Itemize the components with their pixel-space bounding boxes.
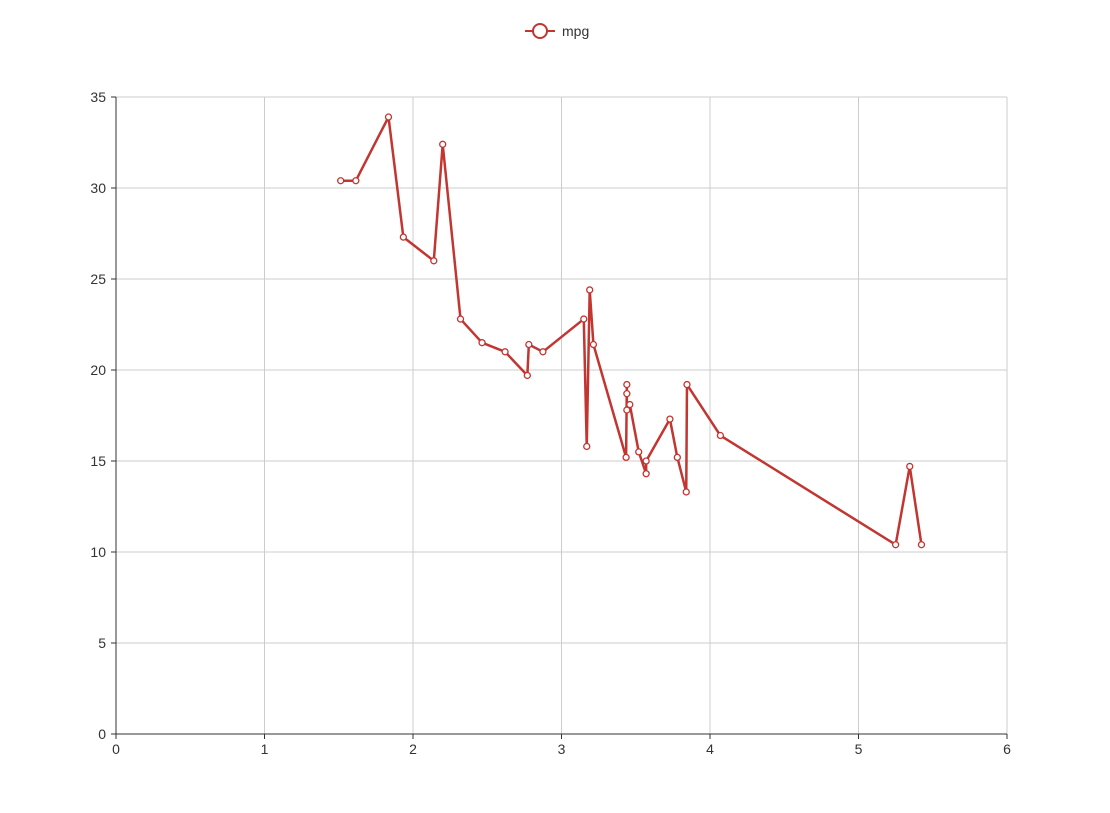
y-tick-label: 30	[90, 180, 106, 196]
data-point-mpg	[399, 233, 407, 241]
data-point-mpg	[635, 448, 643, 456]
y-tick-label: 15	[90, 453, 106, 469]
x-tick-label: 6	[1003, 741, 1011, 757]
series-markers	[337, 113, 926, 549]
x-tick-label: 3	[558, 741, 566, 757]
grid-lines	[116, 96, 1008, 734]
axes: 0 1 2 3 4 5 6 0 5 10 15 20 25 30 35	[90, 89, 1011, 757]
data-point-mpg	[683, 380, 691, 389]
data-point-mpg	[539, 348, 547, 356]
data-point-mpg	[673, 453, 681, 462]
legend-label-mpg[interactable]: mpg	[562, 23, 589, 39]
data-point-mpg	[439, 140, 447, 148]
y-tick-label: 0	[98, 726, 106, 742]
data-point-mpg	[666, 415, 674, 423]
data-point-mpg	[716, 431, 725, 440]
data-point-mpg	[478, 339, 486, 347]
data-point-mpg	[906, 462, 914, 471]
y-tick-label: 35	[90, 89, 106, 105]
data-point-mpg	[384, 113, 393, 121]
y-tick-label: 10	[90, 544, 106, 560]
data-point-mpg	[917, 541, 926, 549]
data-point-mpg	[580, 315, 588, 323]
x-tick-label: 4	[706, 741, 714, 757]
data-point-mpg	[642, 457, 650, 465]
data-point-mpg	[622, 453, 630, 462]
data-point-mpg	[430, 257, 438, 265]
data-point-mpg	[337, 177, 345, 185]
data-point-mpg	[583, 442, 591, 451]
data-point-mpg	[626, 400, 634, 409]
data-point-mpg	[586, 286, 594, 294]
data-point-mpg	[682, 488, 690, 496]
y-tick-label: 5	[98, 635, 106, 651]
data-point-mpg	[589, 340, 598, 349]
x-tick-label: 5	[855, 741, 863, 757]
legend[interactable]: mpg	[525, 23, 589, 39]
x-tick-label: 0	[112, 741, 120, 757]
data-point-mpg	[623, 406, 631, 414]
data-point-mpg	[501, 348, 509, 356]
data-point-mpg	[352, 177, 360, 185]
data-point-mpg	[623, 380, 631, 389]
data-point-mpg	[523, 371, 531, 380]
x-tick-label: 2	[409, 741, 417, 757]
y-tick-label: 20	[90, 362, 106, 378]
series-lines	[339, 115, 923, 546]
data-point-mpg	[623, 390, 631, 398]
data-point-mpg	[525, 340, 533, 349]
x-tick-label: 1	[261, 741, 269, 757]
data-point-mpg	[642, 470, 650, 478]
series-line-mpg	[339, 115, 923, 546]
legend-swatch-marker	[532, 23, 548, 39]
data-point-mpg	[456, 315, 465, 323]
data-point-mpg	[891, 541, 900, 549]
y-tick-label: 25	[90, 271, 106, 287]
